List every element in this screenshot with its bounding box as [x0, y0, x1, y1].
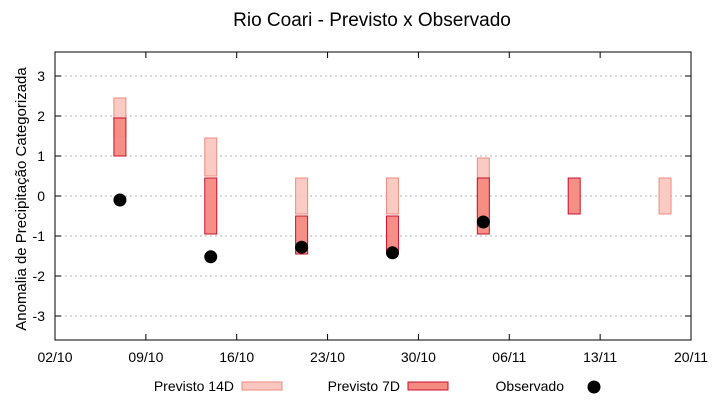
chart-title: Rio Coari - Previsto x Observado: [233, 10, 511, 31]
point-observado: [295, 240, 309, 254]
legend-swatch: [587, 380, 601, 394]
y-tick-label: -3: [33, 308, 46, 324]
y-tick-label: 3: [37, 68, 45, 84]
point-observado: [204, 250, 218, 264]
y-tick-label: 0: [37, 188, 45, 204]
ticks-layer: 3 2 1 0 -1 -2 -3 02/10 09/10 16/10 23/10 30/10 06/11…: [33, 52, 708, 365]
point-observado: [385, 246, 399, 260]
point-observado: [476, 215, 490, 229]
y-tick-label: -2: [33, 268, 46, 284]
point-observado: [113, 193, 127, 207]
bar-previsto-14d: [204, 137, 218, 177]
x-tick-label: 06/11: [492, 349, 526, 365]
x-tick-label: 09/10: [128, 349, 163, 365]
legend-label: Observado: [496, 378, 565, 394]
grid-layer: [55, 75, 691, 317]
x-tick-label: 16/10: [219, 349, 254, 365]
bar-previsto-14d: [385, 177, 399, 215]
legend-label: Previsto 7D: [328, 378, 400, 394]
x-tick-label: 20/11: [674, 349, 708, 365]
bar-previsto-7d: [113, 117, 127, 157]
x-tick-label: 13/11: [583, 349, 617, 365]
y-tick-label: 2: [37, 108, 45, 124]
legend-swatch: [407, 381, 449, 391]
y-axis-label: Anomalia de Precipitação Categorizada: [13, 67, 30, 331]
bar-previsto-7d: [204, 177, 218, 235]
y-tick-label: -1: [33, 228, 46, 244]
legend: Previsto 14D Previsto 7D Observado: [154, 378, 601, 394]
x-tick-label: 23/10: [310, 349, 345, 365]
bar-previsto-14d: [295, 177, 309, 215]
y-tick-label: 1: [37, 148, 45, 164]
series-layer: [113, 97, 672, 264]
x-tick-label: 30/10: [401, 349, 436, 365]
x-tick-label: 02/10: [37, 349, 72, 365]
bar-previsto-14d: [658, 177, 672, 215]
legend-swatch: [241, 381, 283, 391]
bar-previsto-7d: [567, 177, 581, 215]
legend-label: Previsto 14D: [154, 378, 234, 394]
